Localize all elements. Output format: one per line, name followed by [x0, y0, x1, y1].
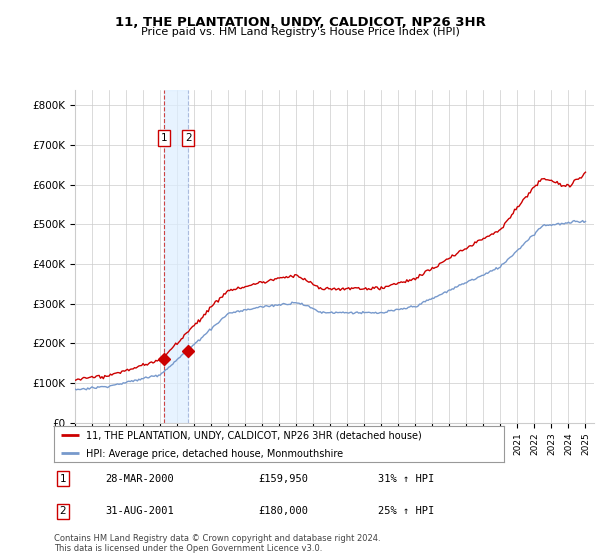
Text: 11, THE PLANTATION, UNDY, CALDICOT, NP26 3HR: 11, THE PLANTATION, UNDY, CALDICOT, NP26…: [115, 16, 485, 29]
Text: 28-MAR-2000: 28-MAR-2000: [105, 474, 174, 484]
Text: 31-AUG-2001: 31-AUG-2001: [105, 506, 174, 516]
Text: 1: 1: [59, 474, 67, 484]
Text: 11, THE PLANTATION, UNDY, CALDICOT, NP26 3HR (detached house): 11, THE PLANTATION, UNDY, CALDICOT, NP26…: [86, 431, 421, 441]
Text: £180,000: £180,000: [258, 506, 308, 516]
Text: 31% ↑ HPI: 31% ↑ HPI: [378, 474, 434, 484]
Text: 2: 2: [59, 506, 67, 516]
Bar: [164, 90, 188, 423]
Text: HPI: Average price, detached house, Monmouthshire: HPI: Average price, detached house, Monm…: [86, 449, 343, 459]
Text: Price paid vs. HM Land Registry's House Price Index (HPI): Price paid vs. HM Land Registry's House …: [140, 27, 460, 37]
Text: 25% ↑ HPI: 25% ↑ HPI: [378, 506, 434, 516]
Text: £159,950: £159,950: [258, 474, 308, 484]
Text: 1: 1: [161, 133, 167, 143]
Text: 2: 2: [185, 133, 191, 143]
Text: Contains HM Land Registry data © Crown copyright and database right 2024.
This d: Contains HM Land Registry data © Crown c…: [54, 534, 380, 553]
